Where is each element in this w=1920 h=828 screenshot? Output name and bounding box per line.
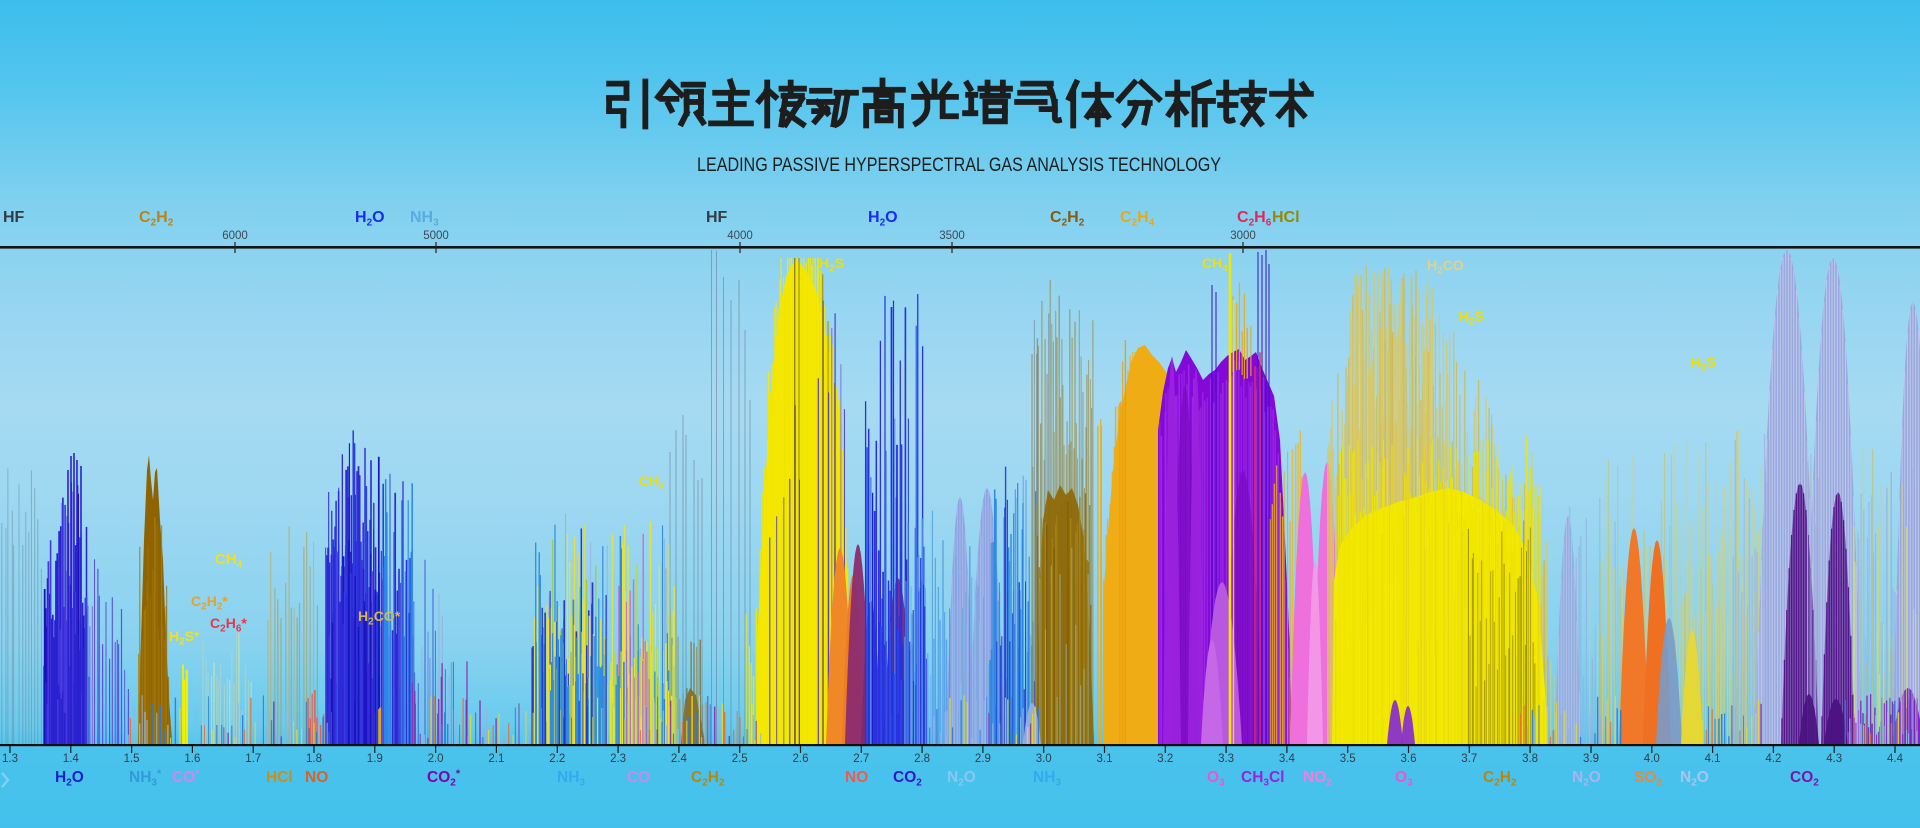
svg-text:2.4: 2.4: [671, 753, 688, 765]
svg-text:2.3: 2.3: [610, 753, 626, 765]
svg-text:2.9: 2.9: [975, 753, 991, 765]
svg-text:N2O: N2O: [1680, 769, 1709, 789]
svg-text:2.2: 2.2: [549, 753, 565, 765]
svg-text:1.3: 1.3: [2, 753, 18, 765]
svg-text:3.6: 3.6: [1401, 753, 1417, 765]
svg-text:N2O: N2O: [947, 769, 976, 789]
svg-text:HCl: HCl: [1272, 209, 1300, 226]
svg-text:3.9: 3.9: [1583, 753, 1599, 765]
svg-text:1.5: 1.5: [124, 753, 140, 765]
svg-text:NH3: NH3: [557, 769, 585, 789]
svg-text:CH4: CH4: [215, 551, 243, 571]
svg-text:4.2: 4.2: [1765, 753, 1781, 765]
svg-text:3.2: 3.2: [1157, 753, 1173, 765]
svg-text:H2O: H2O: [355, 209, 385, 229]
svg-text:3500: 3500: [939, 230, 965, 242]
svg-text:1.7: 1.7: [245, 753, 261, 765]
svg-text:H2S: H2S: [1691, 354, 1716, 374]
svg-text:1.9: 1.9: [367, 753, 383, 765]
svg-text:H2CO: H2CO: [1427, 257, 1464, 277]
svg-text:3.7: 3.7: [1461, 753, 1477, 765]
svg-text:C2H6: C2H6: [1237, 209, 1272, 229]
svg-text:3.5: 3.5: [1340, 753, 1356, 765]
svg-text:C2H2: C2H2: [1050, 209, 1085, 229]
svg-text:4.4: 4.4: [1887, 753, 1904, 765]
svg-text:3.0: 3.0: [1036, 753, 1052, 765]
svg-text:6000: 6000: [222, 230, 248, 242]
svg-text:4.3: 4.3: [1826, 753, 1842, 765]
svg-text:NH3: NH3: [410, 209, 439, 229]
svg-text:HCl: HCl: [266, 769, 293, 786]
svg-text:2.1: 2.1: [488, 753, 504, 765]
svg-text:2.5: 2.5: [732, 753, 748, 765]
svg-text:3.1: 3.1: [1097, 753, 1113, 765]
svg-text:3.4: 3.4: [1279, 753, 1296, 765]
svg-text:2.0: 2.0: [428, 753, 444, 765]
svg-text:2.7: 2.7: [853, 753, 869, 765]
svg-text:H2S*: H2S*: [169, 628, 200, 648]
svg-text:CO2: CO2: [1790, 769, 1819, 789]
svg-text:H2O: H2O: [55, 769, 84, 789]
svg-text:NO: NO: [305, 769, 328, 786]
svg-text:HF: HF: [3, 209, 25, 226]
svg-text:C2H2: C2H2: [691, 769, 725, 789]
svg-text:C2H2: C2H2: [139, 209, 174, 229]
svg-text:C2H4: C2H4: [1120, 209, 1155, 229]
svg-text:N2O: N2O: [1572, 769, 1601, 789]
svg-text:HF: HF: [706, 209, 728, 226]
svg-text:CH3Cl: CH3Cl: [1241, 769, 1284, 789]
svg-text:CO: CO: [627, 769, 650, 786]
svg-text:2.8: 2.8: [914, 753, 930, 765]
svg-text:4000: 4000: [727, 230, 753, 242]
svg-text:NH3: NH3: [1033, 769, 1061, 789]
svg-text:3.8: 3.8: [1522, 753, 1538, 765]
svg-text:H2O: H2O: [868, 209, 898, 229]
svg-text:CH4: CH4: [1202, 255, 1228, 275]
svg-text:2.6: 2.6: [793, 753, 809, 765]
svg-text:4.1: 4.1: [1705, 753, 1721, 765]
svg-text:CO*: CO*: [172, 768, 200, 786]
svg-text:1.4: 1.4: [63, 753, 80, 765]
svg-text:H2S: H2S: [1459, 308, 1484, 328]
svg-text:CH4: CH4: [639, 473, 665, 493]
svg-text:1.8: 1.8: [306, 753, 322, 765]
svg-text:1.6: 1.6: [184, 753, 200, 765]
svg-text:H2S: H2S: [819, 255, 844, 275]
svg-text:4.0: 4.0: [1644, 753, 1660, 765]
svg-text:NO: NO: [845, 769, 868, 786]
svg-text:SO2: SO2: [1634, 769, 1662, 789]
svg-text:3.3: 3.3: [1218, 753, 1234, 765]
svg-text:LEADING PASSIVE HYPERSPECTRAL: LEADING PASSIVE HYPERSPECTRAL GAS ANALYS…: [697, 154, 1221, 176]
svg-text:C2H2: C2H2: [1483, 769, 1517, 789]
svg-text:5000: 5000: [423, 230, 449, 242]
svg-text:CO2: CO2: [893, 769, 922, 789]
svg-text:3000: 3000: [1230, 230, 1256, 242]
svg-text:NO2: NO2: [1303, 769, 1332, 789]
svg-text:CO2*: CO2*: [427, 768, 461, 789]
